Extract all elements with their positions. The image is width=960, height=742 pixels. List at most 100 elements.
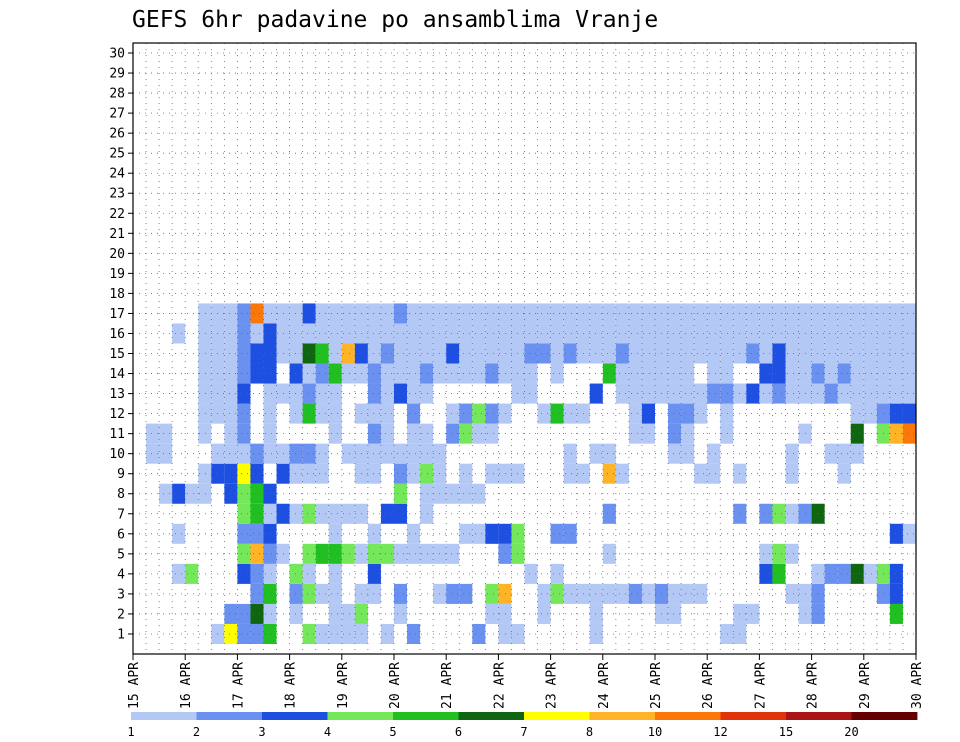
heatmap-cell: [485, 363, 499, 384]
heatmap-cell: [668, 323, 682, 344]
heatmap-cell: [185, 483, 199, 504]
heatmap-cell: [837, 383, 851, 404]
heatmap-cell: [602, 303, 616, 324]
heatmap-cell: [459, 303, 473, 324]
heatmap-cell: [224, 323, 238, 344]
heatmap-cell: [681, 443, 695, 464]
heatmap-cell: [224, 623, 238, 644]
plot-frame: [132, 42, 917, 655]
heatmap-cell: [459, 323, 473, 344]
heatmap-cell: [446, 423, 460, 444]
heatmap-cell: [367, 443, 381, 464]
x-tick-label: 15 APR: [127, 662, 142, 709]
heatmap-cell: [824, 443, 838, 464]
legend-swatch: [458, 712, 525, 720]
heatmap-cell: [263, 543, 277, 564]
heatmap-cell: [407, 523, 421, 544]
heatmap-cell: [198, 303, 212, 324]
heatmap-cell: [889, 363, 903, 384]
heatmap-cell: [863, 343, 877, 364]
x-tick-label: 26 APR: [701, 662, 716, 709]
heatmap-cell: [302, 563, 316, 584]
y-tick-label: 21: [109, 227, 125, 242]
heatmap-cell: [681, 583, 695, 604]
heatmap-cell: [289, 603, 303, 624]
heatmap-cell: [394, 603, 408, 624]
heatmap-cell: [589, 343, 603, 364]
heatmap-cell: [850, 303, 864, 324]
heatmap-cell: [328, 363, 342, 384]
heatmap-cell: [681, 423, 695, 444]
heatmap-cell: [328, 543, 342, 564]
heatmap-cell: [720, 303, 734, 324]
heatmap-cell: [811, 303, 825, 324]
heatmap-cell: [694, 403, 708, 424]
heatmap-cell: [668, 363, 682, 384]
heatmap-cell: [367, 403, 381, 424]
heatmap-cell: [628, 423, 642, 444]
heatmap-cell: [837, 463, 851, 484]
heatmap-cell: [785, 323, 799, 344]
heatmap-cell: [524, 383, 538, 404]
heatmap-cell: [602, 583, 616, 604]
heatmap-cell: [263, 363, 277, 384]
heatmap-cell: [446, 583, 460, 604]
legend-label: 15: [779, 725, 793, 739]
heatmap-cell: [824, 563, 838, 584]
heatmap-cell: [328, 403, 342, 424]
heatmap-cell: [407, 463, 421, 484]
legend-label: 2: [193, 725, 200, 739]
heatmap-cell: [759, 503, 773, 524]
heatmap-cell: [289, 403, 303, 424]
heatmap-cell: [472, 363, 486, 384]
heatmap-cell: [407, 403, 421, 424]
heatmap-cell: [628, 323, 642, 344]
heatmap-cell: [172, 483, 186, 504]
x-tick-label: 27 APR: [753, 662, 768, 709]
heatmap-cell: [772, 543, 786, 564]
heatmap-cell: [550, 363, 564, 384]
heatmap-cell: [772, 323, 786, 344]
heatmap-cell: [837, 303, 851, 324]
heatmap-cell: [707, 303, 721, 324]
y-tick-label: 10: [109, 447, 125, 462]
heatmap-cell: [602, 503, 616, 524]
heatmap-cell: [485, 403, 499, 424]
heatmap-cell: [289, 363, 303, 384]
heatmap-cell: [563, 583, 577, 604]
heatmap-cell: [550, 523, 564, 544]
heatmap-cell: [315, 623, 329, 644]
heatmap-cell: [367, 323, 381, 344]
heatmap-cell: [589, 603, 603, 624]
heatmap-cell: [198, 363, 212, 384]
heatmap-cell: [641, 403, 655, 424]
heatmap-cell: [198, 423, 212, 444]
heatmap-cell: [380, 443, 394, 464]
heatmap-cell: [668, 443, 682, 464]
heatmap-cell: [472, 623, 486, 644]
heatmap-cell: [863, 563, 877, 584]
heatmap-cell: [498, 343, 512, 364]
y-tick-label: 13: [109, 387, 125, 402]
legend-swatch: [589, 712, 656, 720]
heatmap-cell: [668, 583, 682, 604]
heatmap-cell: [837, 443, 851, 464]
heatmap-cell: [315, 443, 329, 464]
heatmap-cell: [837, 363, 851, 384]
heatmap-cell: [863, 323, 877, 344]
heatmap-cell: [863, 363, 877, 384]
x-tick-label: 23 APR: [545, 662, 560, 709]
heatmap-cell: [498, 363, 512, 384]
heatmap-cell: [237, 623, 251, 644]
heatmap-cell: [785, 463, 799, 484]
heatmap-cell: [615, 463, 629, 484]
heatmap-cell: [420, 423, 434, 444]
heatmap-cell: [315, 363, 329, 384]
heatmap-cell: [289, 583, 303, 604]
legend-label: 8: [586, 725, 593, 739]
heatmap-cell: [602, 543, 616, 564]
legend-label: 1: [127, 725, 134, 739]
heatmap-cell: [315, 383, 329, 404]
heatmap-cell: [837, 563, 851, 584]
heatmap-cell: [498, 543, 512, 564]
